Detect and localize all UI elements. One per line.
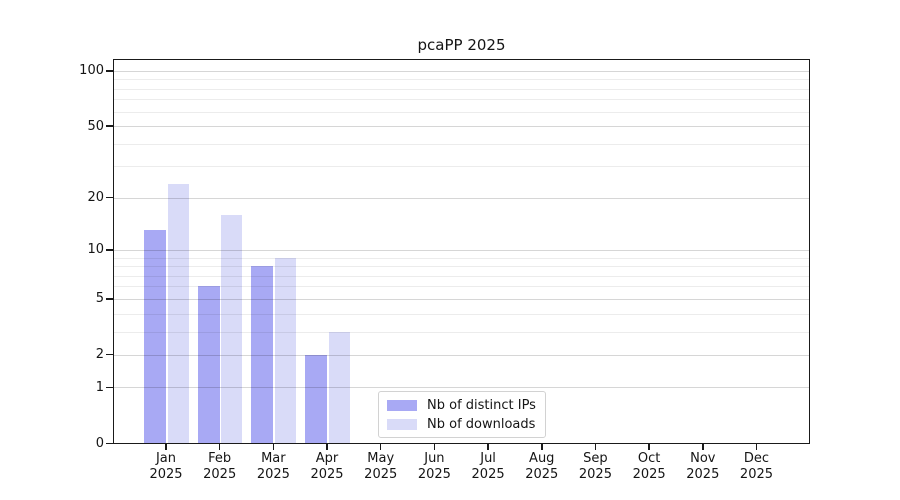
x-tick-label-year: 2025 — [364, 467, 398, 482]
gridline-major — [113, 298, 810, 300]
y-tick-label: 2 — [95, 347, 104, 363]
gridline-minor — [113, 266, 810, 268]
y-tick — [106, 442, 113, 445]
gridline-major — [113, 387, 810, 389]
x-tick — [379, 443, 382, 450]
x-tick — [541, 443, 543, 450]
x-tick-label: Feb 2025 — [188, 451, 252, 483]
x-tick-label-year: 2025 — [739, 467, 774, 482]
x-tick-label-year: 2025 — [525, 467, 559, 482]
gridline-major — [113, 197, 810, 199]
y-tick — [106, 298, 113, 300]
x-tick-label: Oct 2025 — [617, 451, 681, 483]
x-tick-label: Jan 2025 — [134, 451, 198, 483]
legend-swatch-distinct-ips — [387, 399, 417, 411]
bars-layer — [113, 59, 810, 444]
x-tick-label-year: 2025 — [256, 467, 290, 482]
y-tick — [106, 70, 113, 72]
gridline-minor — [113, 257, 810, 259]
x-tick — [755, 443, 758, 450]
y-tick-label: 5 — [95, 291, 104, 307]
chart-title: pcaPP 2025 — [417, 36, 506, 54]
x-tick-label: Nov 2025 — [671, 451, 735, 483]
legend-item-distinct-ips: Nb of distinct IPs — [385, 397, 539, 413]
x-tick-label-year: 2025 — [203, 467, 237, 482]
x-tick — [648, 443, 650, 450]
y-tick — [106, 125, 113, 127]
x-tick — [487, 443, 489, 450]
x-tick — [218, 443, 221, 450]
x-tick — [702, 443, 704, 450]
bar-distinct-ips — [144, 230, 166, 444]
y-tick — [106, 196, 113, 199]
x-tick-label: Sep 2025 — [563, 451, 627, 483]
gridline-minor — [113, 331, 810, 333]
legend-label-distinct-ips: Nb of distinct IPs — [427, 397, 536, 413]
gridline-major — [113, 354, 810, 356]
gridline-minor — [113, 111, 810, 113]
y-tick — [106, 249, 113, 251]
bar-downloads — [167, 183, 189, 444]
x-tick — [272, 443, 275, 450]
gridline-major — [113, 249, 810, 251]
x-tick — [326, 443, 328, 450]
x-tick-label-year: 2025 — [471, 467, 505, 482]
gridline-major — [113, 70, 810, 72]
y-tick — [106, 386, 113, 389]
x-tick-label: Aug 2025 — [510, 451, 574, 483]
x-tick-label: Dec 2025 — [724, 451, 788, 483]
y-tick-label: 50 — [87, 118, 104, 134]
y-tick-label: 10 — [87, 242, 104, 258]
x-tick-label: Jun 2025 — [402, 451, 466, 483]
gridline-minor — [113, 88, 810, 90]
legend: Nb of distinct IPs Nb of downloads — [378, 391, 546, 438]
gridline-minor — [113, 286, 810, 288]
x-tick-label-year: 2025 — [578, 467, 612, 482]
x-tick-label-year: 2025 — [417, 467, 451, 482]
gridlines-layer — [113, 59, 810, 444]
bar-downloads — [221, 214, 243, 444]
y-tick-label: 100 — [79, 63, 104, 79]
gridline-minor — [113, 99, 810, 101]
legend-swatch-downloads — [387, 418, 417, 430]
y-tick-label: 1 — [95, 379, 104, 395]
y-tick-label: 0 — [95, 435, 104, 451]
x-tick-label: Jul 2025 — [456, 451, 520, 483]
gridline-minor — [113, 79, 810, 81]
gridline-minor — [113, 143, 810, 145]
x-tick — [165, 443, 167, 450]
x-tick — [594, 443, 597, 450]
plot-area — [113, 59, 810, 444]
bar-distinct-ips — [197, 286, 220, 444]
bar-downloads — [328, 331, 350, 444]
x-tick — [433, 443, 436, 450]
y-tick — [106, 353, 113, 356]
x-tick-label-year: 2025 — [310, 467, 344, 482]
x-tick-label: May 2025 — [349, 451, 413, 483]
gridline-minor — [113, 275, 810, 277]
x-tick-label-year: 2025 — [632, 467, 666, 482]
legend-label-downloads: Nb of downloads — [427, 416, 536, 432]
bar-downloads — [274, 257, 296, 444]
gridline-minor — [113, 166, 810, 168]
x-tick-label: Apr 2025 — [295, 451, 359, 483]
y-tick-label: 20 — [87, 190, 104, 206]
legend-item-downloads: Nb of downloads — [385, 416, 539, 432]
gridline-major — [113, 126, 810, 128]
bar-distinct-ips — [251, 266, 274, 444]
x-tick-label-year: 2025 — [149, 467, 183, 482]
gridline-minor — [113, 313, 810, 315]
x-tick-label: Mar 2025 — [241, 451, 305, 483]
x-tick-label-year: 2025 — [686, 467, 720, 482]
bar-distinct-ips — [305, 354, 328, 444]
